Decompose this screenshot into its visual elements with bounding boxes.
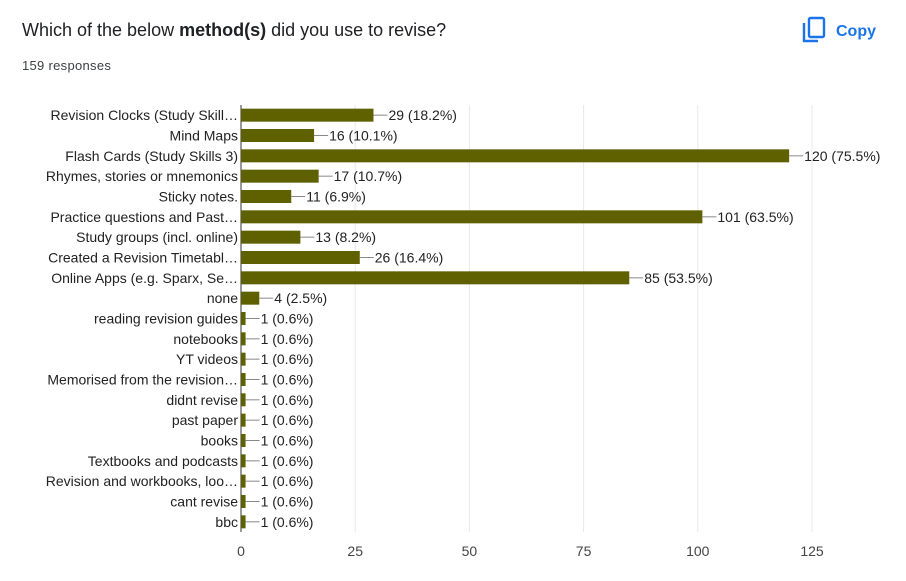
category-label: Online Apps (e.g. Sparx, Se… bbox=[51, 270, 238, 286]
bar bbox=[241, 169, 319, 183]
data-label: 4 (2.5%) bbox=[274, 290, 327, 306]
bar bbox=[241, 352, 246, 366]
bar bbox=[241, 413, 246, 427]
bar bbox=[241, 373, 246, 386]
data-label: 1 (0.6%) bbox=[261, 311, 314, 327]
question-title-bold: method(s) bbox=[179, 20, 267, 40]
data-label: 1 (0.6%) bbox=[261, 433, 314, 449]
bar bbox=[241, 515, 246, 529]
bar bbox=[241, 474, 246, 488]
bar bbox=[241, 129, 315, 142]
question-title-suffix: did you use to revise? bbox=[271, 20, 447, 40]
copy-icon bbox=[802, 16, 826, 49]
data-label: 101 (63.5%) bbox=[717, 209, 793, 225]
category-label: books bbox=[201, 433, 238, 449]
category-label: past paper bbox=[172, 412, 238, 428]
bar bbox=[241, 312, 246, 325]
category-label: Revision Clocks (Study Skill… bbox=[51, 107, 239, 123]
data-label: 17 (10.7%) bbox=[334, 168, 402, 184]
question-header: Which of the below method(s) did you use… bbox=[22, 20, 446, 41]
bar bbox=[241, 251, 360, 264]
category-label: notebooks bbox=[173, 331, 238, 347]
category-label: Created a Revision Timetabl… bbox=[48, 250, 238, 266]
bar bbox=[241, 495, 246, 508]
category-label: Study groups (incl. online) bbox=[76, 229, 238, 245]
question-title-prefix: Which of the below bbox=[22, 20, 175, 40]
category-label: cant revise bbox=[170, 494, 238, 510]
data-label: 1 (0.6%) bbox=[261, 473, 314, 489]
category-label: bbc bbox=[215, 514, 238, 530]
bar bbox=[241, 291, 260, 305]
bar bbox=[241, 230, 301, 244]
category-label: Memorised from the revision… bbox=[47, 372, 238, 388]
x-tick-label: 75 bbox=[576, 543, 592, 559]
data-label: 120 (75.5%) bbox=[804, 148, 880, 164]
response-count: 159 responses bbox=[22, 58, 112, 73]
copy-button-label: Copy bbox=[836, 23, 876, 40]
x-tick-label: 25 bbox=[347, 543, 363, 559]
copy-button[interactable]: Copy bbox=[796, 14, 892, 50]
bar bbox=[241, 271, 630, 285]
bar bbox=[241, 210, 703, 224]
data-label: 1 (0.6%) bbox=[261, 331, 314, 347]
bar bbox=[241, 149, 790, 163]
category-label: Practice questions and Past… bbox=[50, 209, 238, 225]
bar bbox=[241, 454, 246, 468]
data-label: 29 (18.2%) bbox=[388, 107, 456, 123]
data-label: 1 (0.6%) bbox=[261, 412, 314, 428]
data-label: 1 (0.6%) bbox=[261, 372, 314, 388]
x-tick-label: 100 bbox=[686, 543, 710, 559]
x-tick-label: 0 bbox=[237, 543, 245, 559]
bar bbox=[241, 108, 374, 122]
category-label: YT videos bbox=[176, 351, 238, 367]
category-label: reading revision guides bbox=[94, 311, 238, 327]
category-label: Mind Maps bbox=[170, 128, 238, 144]
category-label: Flash Cards (Study Skills 3) bbox=[65, 148, 238, 164]
bar bbox=[241, 190, 292, 203]
data-label: 26 (16.4%) bbox=[375, 250, 443, 266]
category-label: Textbooks and podcasts bbox=[88, 453, 238, 469]
data-label: 85 (53.5%) bbox=[644, 270, 712, 286]
bar bbox=[241, 434, 246, 447]
x-tick-label: 50 bbox=[462, 543, 478, 559]
data-label: 16 (10.1%) bbox=[329, 128, 397, 144]
category-label: Rhymes, stories or mnemonics bbox=[46, 168, 238, 184]
data-label: 13 (8.2%) bbox=[315, 229, 376, 245]
question-title: Which of the below method(s) did you use… bbox=[22, 20, 446, 41]
data-label: 1 (0.6%) bbox=[261, 514, 314, 530]
category-label: Sticky notes. bbox=[159, 189, 238, 205]
bar bbox=[241, 332, 246, 346]
data-label: 1 (0.6%) bbox=[261, 494, 314, 510]
data-label: 1 (0.6%) bbox=[261, 453, 314, 469]
data-label: 1 (0.6%) bbox=[261, 392, 314, 408]
data-label: 1 (0.6%) bbox=[261, 351, 314, 367]
bar bbox=[241, 393, 246, 407]
category-label: Revision and workbooks, loo… bbox=[46, 473, 238, 489]
x-tick-label: 125 bbox=[800, 543, 824, 559]
data-label: 11 (6.9%) bbox=[306, 189, 366, 205]
category-label: none bbox=[207, 290, 238, 306]
category-label: didnt revise bbox=[166, 392, 238, 408]
